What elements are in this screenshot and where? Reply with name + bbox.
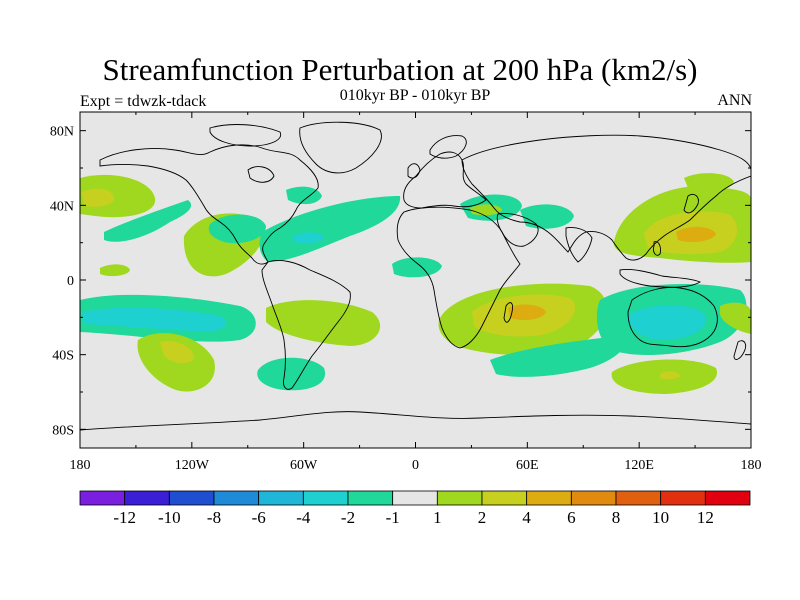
experiment-label: Expt = tdwzk-tdack xyxy=(80,93,207,110)
anomaly-africa-small xyxy=(392,257,442,278)
y-tick-label: 40S xyxy=(52,349,74,364)
colorbar-label: 2 xyxy=(478,508,487,527)
anomaly-patagonia-negative xyxy=(257,357,326,391)
coastline-north-america xyxy=(99,144,319,265)
coastline-uk xyxy=(407,163,421,179)
x-tick-label: 180 xyxy=(741,458,762,473)
coastline-asia xyxy=(461,134,751,261)
colorbar-label: -12 xyxy=(113,508,136,527)
anomaly-north-pacific-west xyxy=(80,174,156,218)
anomaly-indian-ocean-core xyxy=(508,304,546,320)
colorbar-label: -6 xyxy=(252,508,266,527)
chart-subtitle: 010kyr BP - 010kyr BP xyxy=(339,87,491,104)
anomaly-southern-indian-negative xyxy=(490,336,625,377)
colorbar-swatch xyxy=(302,490,349,506)
colorbar: -12 -10 -8 -6 -4 -2 -1 1 2 4 6 8 10 12 xyxy=(79,490,751,527)
colorbar-swatch xyxy=(615,490,662,506)
season-label: ANN xyxy=(717,92,752,109)
coastline-new-zealand xyxy=(733,340,747,360)
x-tick-label: 60W xyxy=(290,458,318,473)
coastline-africa xyxy=(396,206,521,349)
y-axis: 80N 40N 0 40S 80S xyxy=(50,125,751,438)
x-tick-label: 120E xyxy=(624,458,654,473)
anomaly-east-asia-core xyxy=(676,226,716,242)
colorbar-swatch xyxy=(347,490,394,506)
anomaly-central-pacific-small xyxy=(100,264,130,277)
colorbar-label: -8 xyxy=(207,508,221,527)
colorbar-label: 6 xyxy=(567,508,576,527)
anomaly-gulf-negative xyxy=(208,214,266,244)
anomaly-north-pacific-west-core xyxy=(82,188,114,207)
anomaly-australia-core xyxy=(629,305,707,340)
colorbar-label: -1 xyxy=(386,508,400,527)
plot-background xyxy=(80,112,751,448)
anomaly-atlantic-negative xyxy=(259,196,401,262)
coastline-india xyxy=(565,227,593,263)
anomaly-south-pacific-negative-core xyxy=(82,307,227,332)
anomaly-atlantic-core xyxy=(292,232,324,244)
coastline-philippines xyxy=(653,241,661,256)
chart-title: Streamfunction Perturbation at 200 hPa (… xyxy=(102,52,698,87)
x-tick-label: 120W xyxy=(175,458,210,473)
colorbar-swatch xyxy=(570,490,617,506)
colorbar-swatch xyxy=(258,490,304,506)
colorbar-label: -2 xyxy=(341,508,355,527)
colorbar-swatch xyxy=(168,490,215,506)
x-axis: 180 120W 60W 0 60E 120E 180 xyxy=(70,112,762,473)
y-tick-label: 0 xyxy=(67,274,74,289)
anomaly-north-pacific-east xyxy=(104,200,192,242)
anomaly-southern-ocean-core xyxy=(660,371,680,380)
colorbar-swatch xyxy=(526,490,572,506)
colorbar-swatch xyxy=(481,490,528,506)
coastline-antarctica xyxy=(80,411,751,431)
coastline-scandinavia xyxy=(429,135,467,159)
coastline-canadian-arctic xyxy=(209,124,282,147)
anomaly-south-pacific-positive xyxy=(137,333,215,392)
colorbar-swatch xyxy=(660,490,706,506)
coastline-south-america xyxy=(261,259,351,390)
colorbar-swatch xyxy=(79,490,126,506)
coastline-hudson-bay xyxy=(247,166,275,183)
coastline-japan xyxy=(683,193,699,214)
coastline-arabia xyxy=(496,213,539,247)
colorbar-swatch xyxy=(436,490,483,506)
colorbar-label: 8 xyxy=(612,508,621,527)
anomaly-north-america-east xyxy=(286,186,322,205)
coastline-europe xyxy=(403,151,487,209)
anomaly-southwest-pacific-positive xyxy=(720,302,751,334)
colorbar-swatch xyxy=(124,490,170,506)
y-tick-label: 80N xyxy=(50,125,74,140)
coastline-madagascar xyxy=(503,302,513,323)
coastlines xyxy=(80,121,751,431)
contour-fill-layer xyxy=(80,173,751,394)
anomaly-central-asia-positive xyxy=(684,173,734,192)
coastline-indonesia xyxy=(619,269,702,288)
anomaly-south-pacific-positive-core xyxy=(160,341,194,364)
x-tick-label: 60E xyxy=(516,458,539,473)
colorbar-swatch xyxy=(213,490,260,506)
coastline-greenland xyxy=(299,121,382,174)
colorbar-label: 1 xyxy=(433,508,442,527)
colorbar-label: 4 xyxy=(522,508,531,527)
y-tick-label: 40N xyxy=(50,199,74,214)
colorbar-label: -10 xyxy=(158,508,181,527)
y-tick-label: 80S xyxy=(52,423,74,438)
x-tick-label: 0 xyxy=(412,458,419,473)
colorbar-label: 10 xyxy=(652,508,669,527)
coastline-australia xyxy=(627,287,718,348)
colorbar-label: 12 xyxy=(697,508,714,527)
anomaly-south-america-positive xyxy=(266,300,381,346)
colorbar-swatch xyxy=(392,490,438,506)
x-tick-label: 180 xyxy=(70,458,91,473)
colorbar-swatch xyxy=(704,490,751,506)
colorbar-label: -4 xyxy=(296,508,311,527)
